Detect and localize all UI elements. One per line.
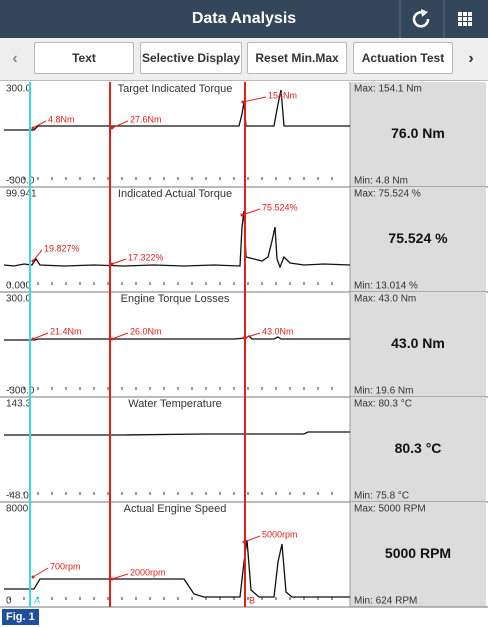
toolbar-button[interactable]: Text <box>34 42 134 74</box>
header-icons <box>399 0 472 38</box>
max-value: Max: 75.524 % <box>354 189 421 200</box>
axis-min: -300.0 <box>6 386 35 397</box>
annotation-arrow <box>32 567 49 578</box>
annotation: 5000rpm <box>262 529 298 539</box>
annotation-head <box>31 337 35 341</box>
axis-min: 0 <box>6 596 12 607</box>
max-value: Max: 154.1 Nm <box>354 84 422 95</box>
max-value: Max: 80.3 °C <box>354 399 412 410</box>
signal-name: Actual Engine Speed <box>124 503 227 515</box>
annotation-head <box>31 126 35 130</box>
grid-icon[interactable] <box>458 12 472 26</box>
toolbar-button[interactable]: Reset Min.Max <box>247 42 347 74</box>
annotation: 154Nm <box>268 90 297 100</box>
axis-max: 8000 <box>6 504 29 515</box>
annotation: 700rpm <box>50 561 81 571</box>
scroll-left[interactable]: ‹ <box>12 49 18 67</box>
annotation-head <box>31 259 35 263</box>
current-value: 76.0 Nm <box>391 125 445 141</box>
annotation: 75.524% <box>262 202 298 212</box>
side-panel <box>350 82 486 187</box>
panel: 99.941 0.000 Indicated Actual Torque 19.827… <box>0 187 488 293</box>
annotation-arrow <box>242 96 267 103</box>
current-value: 80.3 °C <box>395 440 442 456</box>
annotation-head <box>110 126 114 130</box>
annotation-head <box>240 213 244 217</box>
current-value: 43.0 Nm <box>391 335 445 351</box>
annotation-arrow <box>32 249 43 262</box>
annotation-arrow <box>111 258 127 265</box>
annotation: 27.6Nm <box>130 114 162 124</box>
scroll-right[interactable]: › <box>468 49 474 67</box>
cursor-label: B <box>249 595 255 605</box>
signal-name: Indicated Actual Torque <box>118 188 232 200</box>
side-panel <box>350 502 486 607</box>
annotation-head <box>31 575 35 579</box>
annotation: 19.827% <box>44 243 80 253</box>
min-value: Min: 4.8 Nm <box>354 176 408 187</box>
side-panel <box>350 397 486 502</box>
annotation-arrow <box>111 120 129 129</box>
side-panel <box>350 187 486 292</box>
annotation-head <box>110 577 114 581</box>
toolbar-button[interactable]: Actuation Test <box>353 42 453 74</box>
annotation: 17.322% <box>128 252 164 262</box>
signal-name: Target Indicated Torque <box>118 83 233 95</box>
axis-max: 99.941 <box>6 189 37 200</box>
annotation: 43.0Nm <box>262 326 294 336</box>
toolbar: ‹ Text Selective Display Reset Min.Max A… <box>0 38 488 81</box>
annotation-arrow <box>32 120 47 129</box>
annotation: 4.8Nm <box>48 114 75 124</box>
panel: 8000 0 Actual Engine Speed 700rpm 2000rpm 500… <box>0 502 488 608</box>
axis-max: 143.3 <box>6 399 31 410</box>
signal-trace <box>3 210 351 269</box>
header-title: Data Analysis <box>191 10 297 27</box>
annotation-arrow <box>111 573 129 580</box>
min-value: Min: 624 RPM <box>354 596 417 607</box>
current-value: 75.524 % <box>388 230 448 246</box>
signal-trace <box>4 431 350 436</box>
min-value: Min: 13.014 % <box>354 281 418 292</box>
annotation-head <box>110 337 114 341</box>
axis-min: -48.0 <box>6 491 29 502</box>
max-value: Max: 43.0 Nm <box>354 294 416 305</box>
max-value: Max: 5000 RPM <box>354 504 426 515</box>
cursor-label: A <box>34 595 40 605</box>
min-value: Min: 19.6 Nm <box>354 386 413 397</box>
min-value: Min: 75.8 °C <box>354 491 409 502</box>
axis-min: -300.0 <box>6 176 35 187</box>
annotation-arrow <box>111 332 129 340</box>
signal-name: Water Temperature <box>128 398 222 410</box>
current-value: 5000 RPM <box>385 545 451 561</box>
figure-label: Fig. 1 <box>2 609 39 625</box>
axis-max: 300.0 <box>6 84 31 95</box>
signal-trace <box>4 539 350 598</box>
annotation-arrow <box>243 332 261 339</box>
header: Data Analysis <box>0 0 488 38</box>
refresh-icon[interactable] <box>412 9 430 28</box>
signal-name: Engine Torque Losses <box>121 293 230 305</box>
annotation-arrow <box>32 332 49 340</box>
annotation: 26.0Nm <box>130 326 162 336</box>
toolbar-button[interactable]: Selective Display <box>140 42 242 74</box>
axis-max: 300.0 <box>6 294 31 305</box>
panel: 300.0 -300.0 Target Indicated Torque 4.8Nm 2… <box>0 82 488 188</box>
annotation-head <box>110 262 114 266</box>
side-panel <box>350 292 486 397</box>
annotation-arrow <box>243 535 261 543</box>
annotation-head <box>241 100 245 104</box>
plots: 300.0 -300.0 Target Indicated Torque 4.8Nm 2… <box>0 82 488 608</box>
annotation: 2000rpm <box>130 567 166 577</box>
axis-min: 0.000 <box>6 281 31 292</box>
annotation: 21.4Nm <box>50 326 82 336</box>
signal-trace <box>4 335 350 341</box>
